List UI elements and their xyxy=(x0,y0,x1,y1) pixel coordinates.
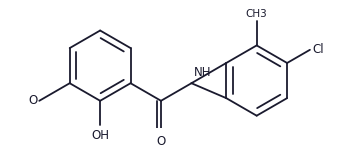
Text: NH: NH xyxy=(194,66,211,79)
Text: OH: OH xyxy=(91,129,109,142)
Text: Cl: Cl xyxy=(312,43,324,56)
Text: O: O xyxy=(28,94,37,107)
Text: O: O xyxy=(156,135,166,147)
Text: CH3: CH3 xyxy=(246,9,267,19)
